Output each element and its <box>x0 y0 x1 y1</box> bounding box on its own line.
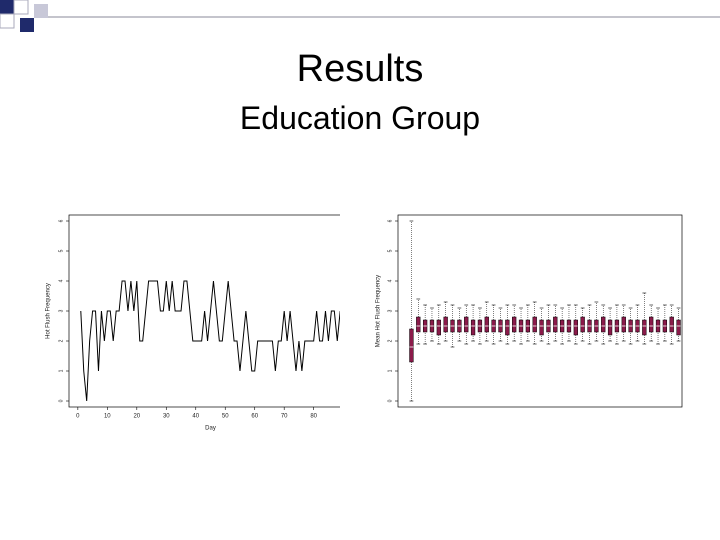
box <box>512 316 517 333</box>
box <box>573 319 578 336</box>
y-tick-label: 3 <box>58 309 64 312</box>
box-chart: Mean Hot Flush Frequency 0 1 2 3 4 5 6 <box>376 214 683 408</box>
x-tick-label: 10 <box>104 414 111 420</box>
y-tick-label: 6 <box>387 219 393 222</box>
y-tick-label: 5 <box>58 249 64 252</box>
box <box>607 319 613 336</box>
box <box>553 316 558 333</box>
y-tick-label: 4 <box>58 279 64 282</box>
box <box>436 319 441 336</box>
y-tick-label: 5 <box>387 249 393 252</box>
x-tick-label: 70 <box>281 414 288 420</box>
x-tick-label: 20 <box>133 414 140 420</box>
box <box>464 316 469 333</box>
box <box>601 316 606 333</box>
box <box>505 319 510 336</box>
y-tick-label: 4 <box>387 279 393 282</box>
y-tick-label: 2 <box>58 339 64 342</box>
x-tick-label: 50 <box>222 414 229 420</box>
box <box>539 319 544 336</box>
data-line <box>80 280 340 402</box>
box <box>642 319 647 336</box>
y-axis-label: Hot Flush Frequency <box>46 283 52 339</box>
box <box>470 319 476 336</box>
x-tick-label: 60 <box>251 414 258 420</box>
y-axis-label: Mean Hot Flush Frequency <box>376 275 382 347</box>
slide-subtitle: Education Group <box>239 100 481 136</box>
box <box>621 316 626 333</box>
line-chart: Hot Flush Frequency010203040506070809001… <box>46 214 340 432</box>
box <box>649 316 654 333</box>
y-tick-label: 3 <box>387 309 393 312</box>
box <box>532 316 537 333</box>
x-tick-label: 40 <box>192 414 199 420</box>
box <box>669 316 674 333</box>
y-tick-label: 0 <box>58 399 64 402</box>
box <box>484 316 489 333</box>
x-tick-label: 30 <box>163 414 170 420</box>
x-tick-label: 80 <box>310 414 317 420</box>
slide-title: Results <box>296 48 424 90</box>
box <box>443 316 448 333</box>
y-tick-label: 1 <box>387 369 393 372</box>
y-tick-label: 0 <box>387 399 393 402</box>
plot-frame <box>397 214 683 408</box>
x-axis-label: Day <box>205 426 216 432</box>
y-tick-label: 6 <box>58 219 64 222</box>
box <box>416 316 421 333</box>
box <box>580 316 585 333</box>
box <box>409 328 414 363</box>
y-tick-label: 1 <box>58 369 64 372</box>
x-tick-label: 0 <box>76 414 80 420</box>
y-tick-label: 2 <box>387 339 393 342</box>
box <box>676 319 681 336</box>
